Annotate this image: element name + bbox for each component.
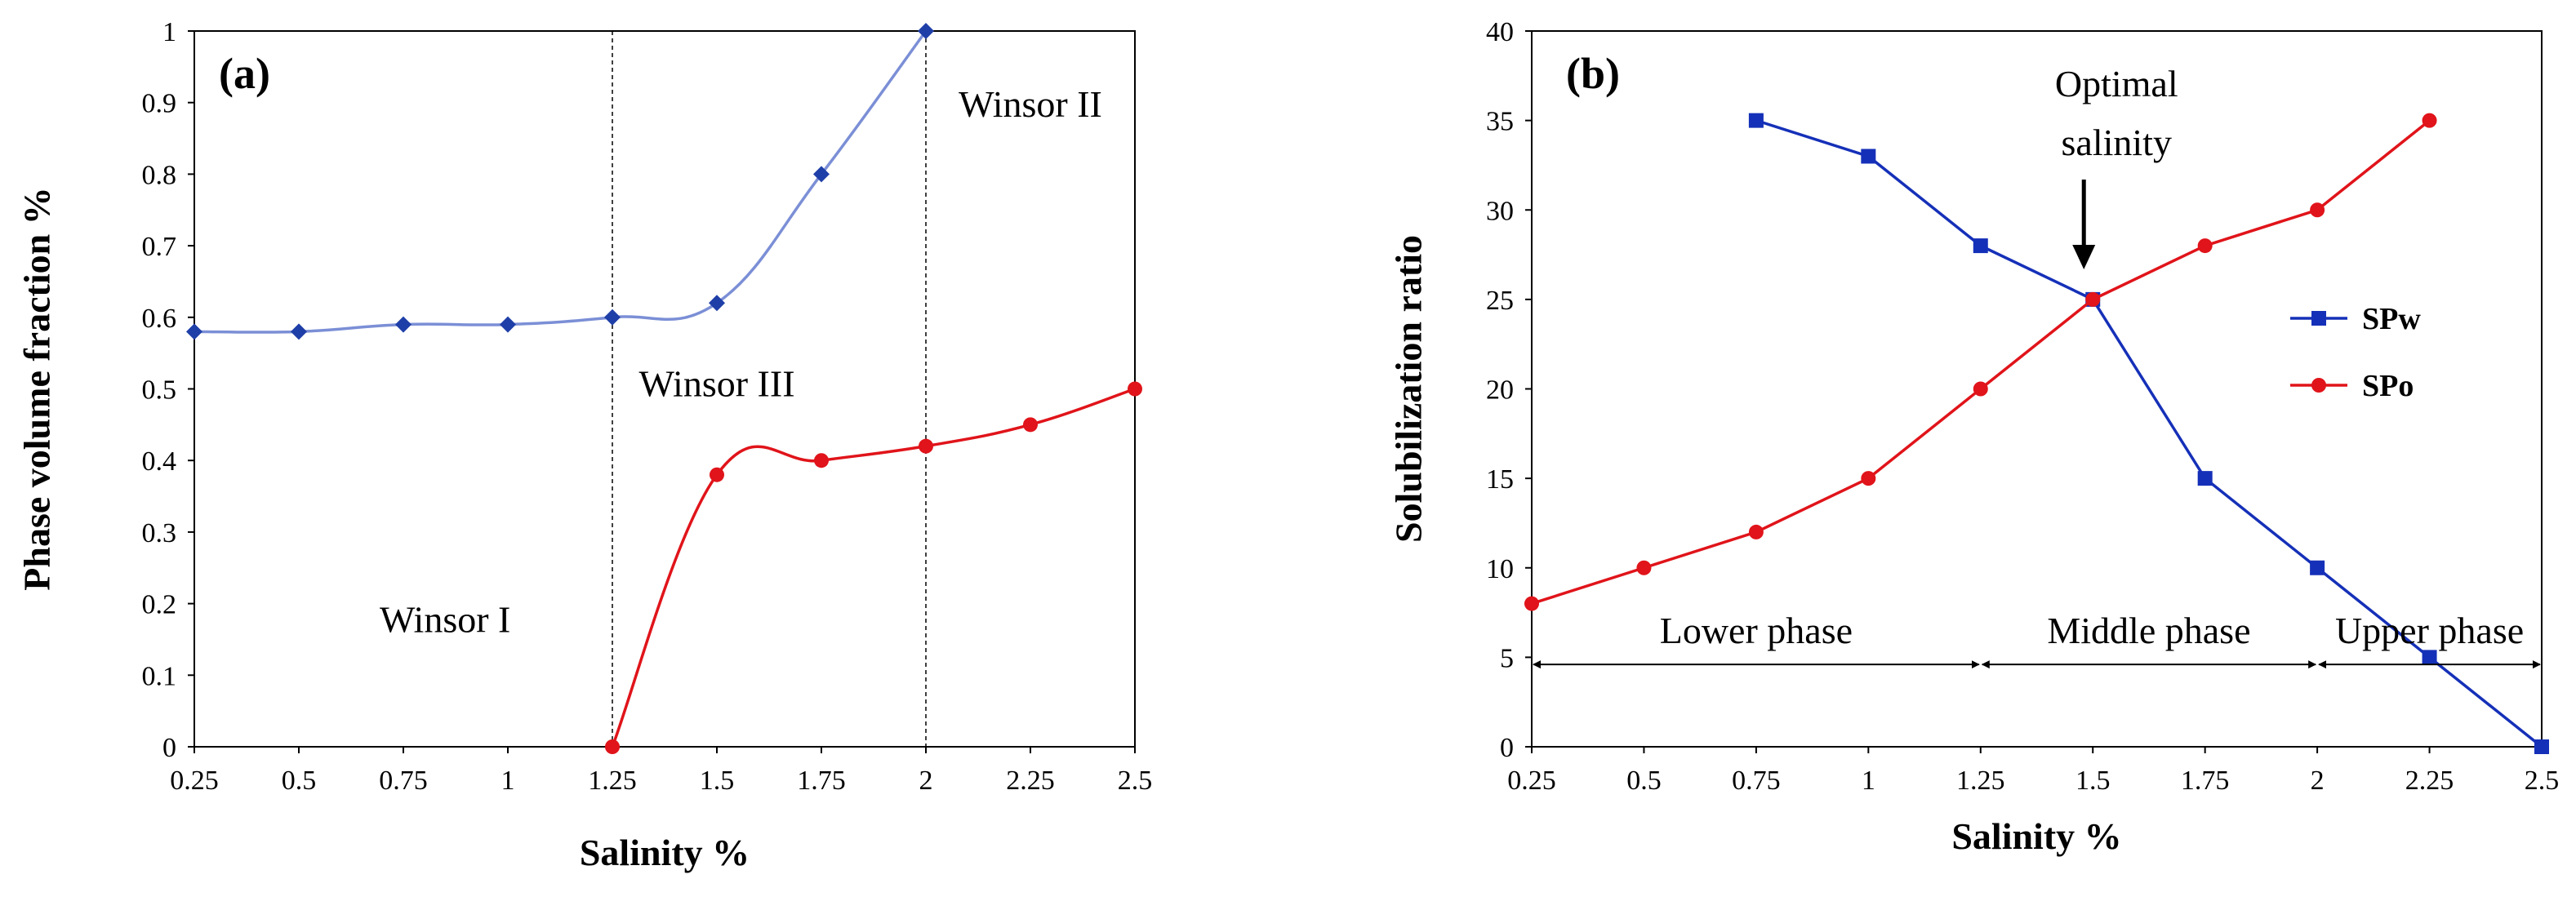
data-point: [1973, 238, 1988, 254]
x-tick-label: 0.25: [170, 766, 219, 796]
phase-range-label: Lower phase: [1660, 610, 1853, 651]
data-point: [1748, 113, 1764, 128]
y-tick-label: 1: [162, 17, 176, 47]
optimal-arrow-head: [2072, 245, 2096, 269]
data-point: [605, 739, 620, 754]
data-point: [1973, 381, 1988, 397]
y-tick-label: 0.3: [142, 518, 177, 548]
y-tick-label: 25: [1486, 286, 1514, 316]
x-tick-label: 1.75: [797, 766, 846, 796]
y-tick-label: 0: [162, 733, 176, 763]
y-axis-title: Solubilization ratio: [1388, 235, 1430, 543]
data-point: [1023, 417, 1038, 433]
x-tick-label: 0.75: [379, 766, 428, 796]
legend-entry-label: SPw: [2362, 302, 2421, 336]
data-point: [710, 467, 724, 482]
x-tick-label: 0.25: [1507, 766, 1556, 796]
data-point: [2422, 113, 2437, 128]
x-tick-label: 0.5: [282, 766, 317, 796]
data-point: [2310, 202, 2325, 218]
data-point: [291, 323, 307, 340]
y-tick-label: 10: [1486, 554, 1514, 584]
data-point: [500, 316, 516, 333]
y-tick-label: 0.8: [142, 160, 177, 190]
x-tick-label: 2.25: [2405, 766, 2454, 796]
x-tick-label: 1: [501, 766, 515, 796]
y-tick-label: 0.5: [142, 375, 177, 406]
y-axis-title: Phase volume fraction %: [16, 187, 58, 590]
y-tick-label: 5: [1500, 643, 1514, 673]
x-tick-label: 1.75: [2181, 766, 2230, 796]
phase-range-label: Middle phase: [2047, 610, 2250, 651]
y-tick-label: 0.1: [142, 661, 177, 691]
data-point: [604, 309, 621, 326]
data-point: [1748, 524, 1764, 539]
data-point: [1861, 149, 1876, 164]
region-annotation: Winsor III: [638, 362, 794, 404]
data-point: [2534, 739, 2549, 754]
region-annotation: Winsor I: [380, 599, 510, 641]
panel-label: (b): [1566, 49, 1620, 98]
region-annotation: Winsor II: [959, 83, 1102, 125]
x-tick-label: 0.5: [1626, 766, 1662, 796]
series-line: [194, 29, 928, 334]
legend-swatch-marker: [2311, 378, 2326, 393]
data-point: [186, 323, 202, 340]
data-point: [1524, 596, 1539, 611]
x-tick-label: 1: [1862, 766, 1875, 796]
data-point: [2197, 238, 2213, 254]
x-tick-label: 2.5: [1118, 766, 1153, 796]
y-tick-label: 0.9: [142, 89, 177, 119]
data-point: [709, 295, 725, 312]
y-tick-label: 0: [1500, 733, 1514, 763]
data-point: [813, 166, 830, 183]
x-tick-label: 2.5: [2525, 766, 2560, 796]
y-tick-label: 15: [1486, 464, 1514, 495]
x-axis-title: Salinity %: [1951, 815, 2121, 857]
data-point: [2422, 650, 2437, 665]
y-tick-label: 30: [1486, 196, 1514, 226]
data-point: [918, 23, 934, 39]
x-tick-label: 1.5: [2075, 766, 2111, 796]
y-tick-label: 0.7: [142, 232, 177, 262]
y-tick-label: 0.4: [142, 446, 177, 477]
data-point: [919, 438, 933, 454]
data-point: [395, 316, 412, 333]
chart-panel-b: 0 5 10 15 20 25 30 35 40 0.25 0.5 0.75 1 1.25 1.5 1.75 2…: [1388, 17, 2560, 857]
optimal-salinity-label: Optimal: [2055, 63, 2178, 104]
y-tick-label: 0.2: [142, 590, 177, 620]
phase-range-label: Upper phase: [2335, 610, 2524, 651]
data-point: [2310, 560, 2325, 575]
data-point: [1128, 381, 1142, 397]
data-point: [1636, 560, 1652, 575]
x-tick-label: 1.5: [700, 766, 735, 796]
data-point: [1861, 471, 1876, 486]
y-tick-label: 40: [1486, 17, 1514, 47]
series-line: [1755, 118, 2543, 748]
x-tick-label: 2: [919, 766, 933, 796]
y-tick-label: 20: [1486, 375, 1514, 406]
data-point: [2197, 471, 2213, 486]
panel-label: (a): [219, 49, 270, 98]
legend-entry-label: SPo: [2362, 369, 2414, 403]
legend-swatch-marker: [2311, 311, 2326, 326]
x-tick-label: 1.25: [588, 766, 637, 796]
series-line: [1531, 119, 2431, 606]
x-tick-label: 2: [2311, 766, 2325, 796]
y-tick-label: 35: [1486, 107, 1514, 137]
data-point: [2085, 291, 2101, 307]
x-tick-label: 0.75: [1732, 766, 1781, 796]
chart-panel-a: 0 0.1 0.2 0.3 0.4 0.5 0.6 0.7 0.8 0.9 1 0.25 0.5 0.75…: [16, 17, 1153, 873]
series-line: [611, 387, 1136, 748]
x-tick-label: 2.25: [1006, 766, 1055, 796]
x-tick-label: 1.25: [1956, 766, 2005, 796]
data-point: [814, 453, 829, 468]
x-axis-title: Salinity %: [580, 832, 750, 873]
y-tick-label: 0.6: [142, 304, 177, 334]
optimal-salinity-label: salinity: [2062, 122, 2172, 163]
